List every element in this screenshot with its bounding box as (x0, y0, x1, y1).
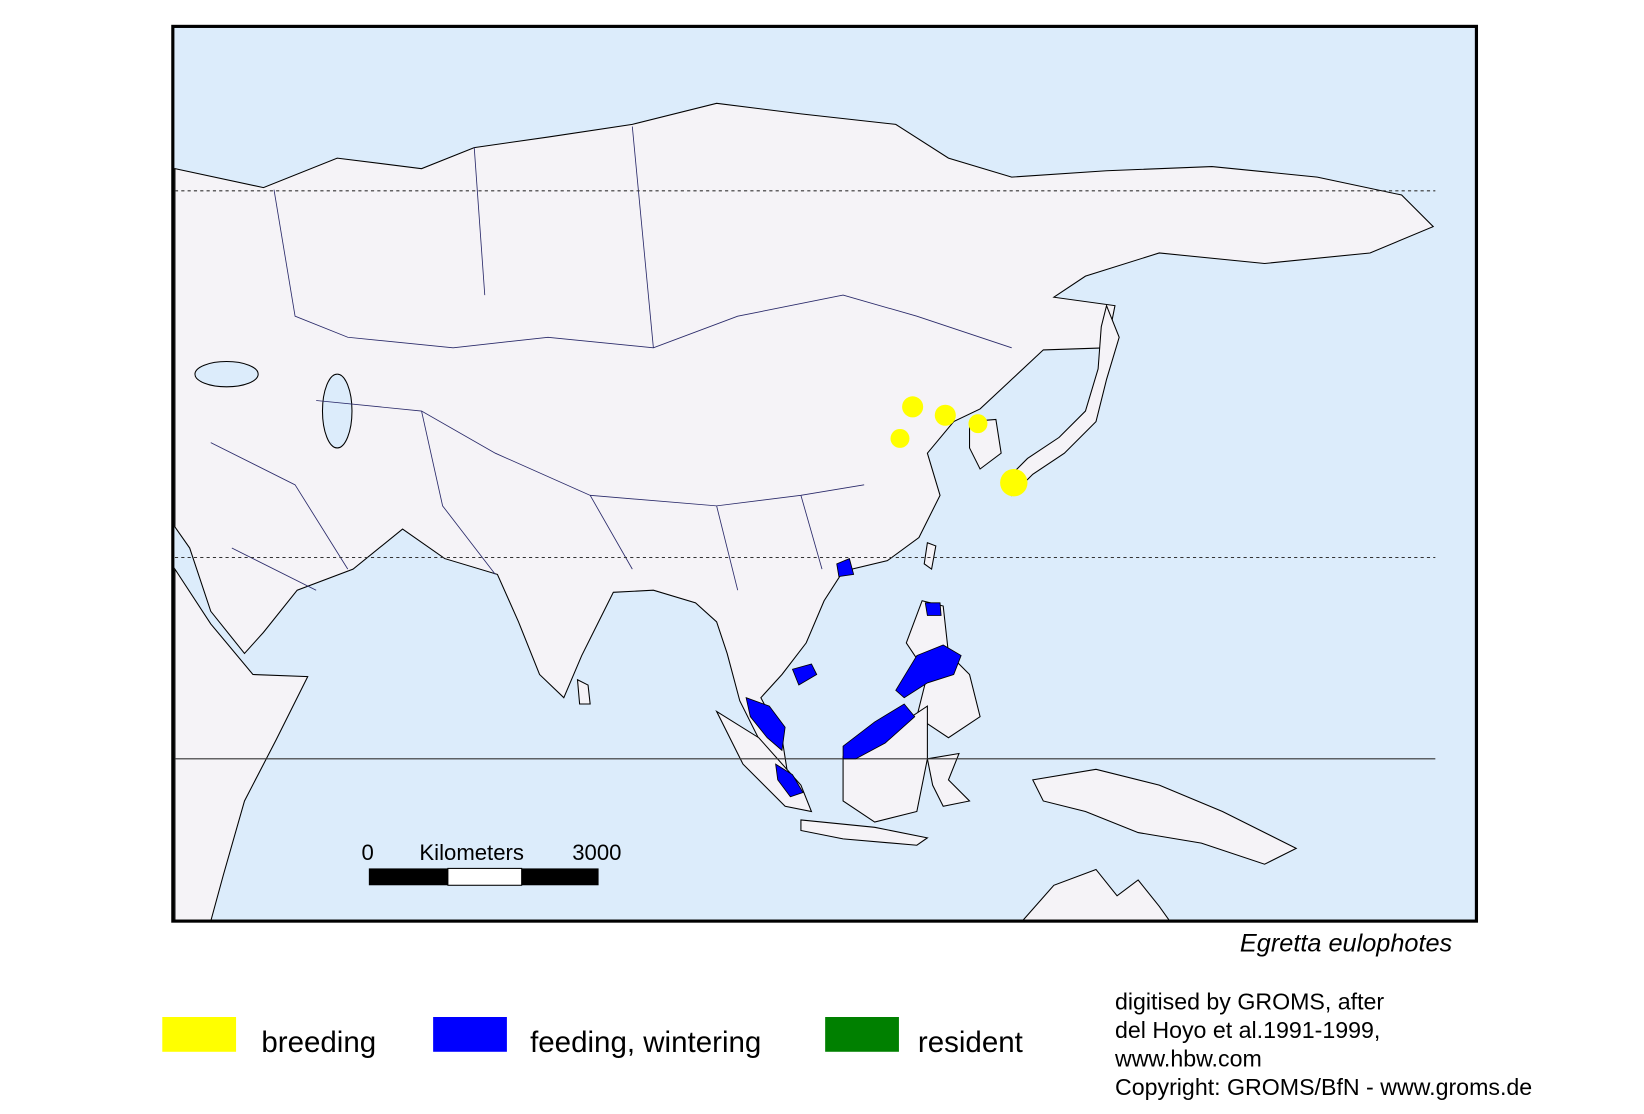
legend-label: resident (918, 1026, 1023, 1059)
breeding-site (968, 414, 988, 434)
scale-segment (521, 868, 599, 886)
eurasia (174, 102, 1435, 780)
credit-line: www.hbw.com (1114, 1046, 1262, 1072)
legend: breeding feeding, wintering resident (162, 1017, 1023, 1059)
scale-segment (447, 867, 523, 886)
breeding-site (902, 396, 924, 418)
borders (210, 126, 1012, 591)
taiwan (923, 542, 937, 571)
credit-line: Copyright: GROMS/BfN - www.groms.de (1115, 1074, 1532, 1100)
species-name: Egretta eulophotes (1240, 930, 1453, 958)
map (171, 24, 1479, 923)
wintering-area (842, 703, 916, 760)
legend-label: breeding (261, 1026, 376, 1059)
legend-swatch (825, 1017, 899, 1052)
wintering-area (836, 558, 855, 577)
black-sea (194, 360, 259, 388)
breeding-site (890, 428, 910, 448)
wintering-area (895, 644, 962, 699)
caspian-sea (321, 373, 353, 449)
wintering-area (924, 602, 942, 616)
scale-bar: 0 Kilometers 3000 (361, 840, 621, 886)
map-frame (171, 24, 1479, 923)
wintering-area (745, 697, 786, 752)
sulawesi (926, 752, 971, 807)
wintering-area (775, 763, 804, 798)
legend-swatch (162, 1017, 237, 1052)
scale-unit: Kilometers (419, 840, 524, 865)
credit-line: digitised by GROMS, after (1115, 989, 1384, 1015)
scale-segment (368, 868, 448, 886)
legend-swatch (433, 1017, 507, 1052)
scale-start: 0 (361, 840, 373, 865)
breeding-areas (890, 396, 1028, 497)
new-guinea (1031, 768, 1298, 865)
credit-line: del Hoyo et al.1991-1999, (1115, 1017, 1380, 1043)
breeding-site (934, 404, 956, 426)
legend-label: feeding, wintering (530, 1026, 761, 1059)
australia (1021, 868, 1171, 922)
java (800, 819, 929, 846)
breeding-site (1000, 469, 1028, 497)
sri-lanka (576, 678, 591, 705)
wintering-areas (745, 558, 962, 798)
scale-end: 3000 (572, 840, 621, 865)
wintering-area (791, 663, 818, 686)
